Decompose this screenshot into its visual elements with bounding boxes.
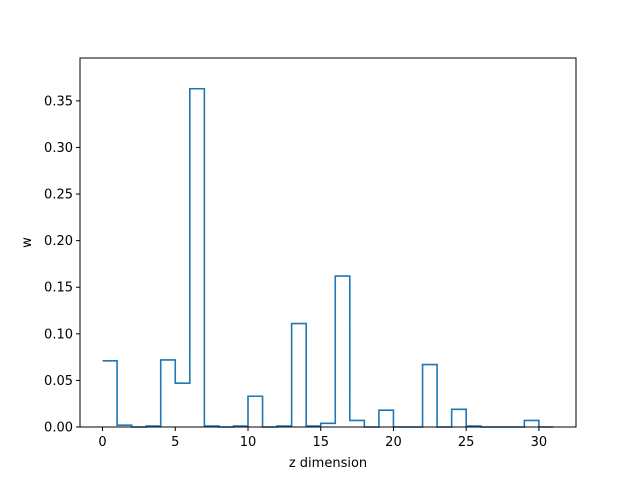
plot-frame — [79, 57, 577, 428]
x-axis: 0 5 10 15 20 25 30 — [98, 427, 547, 450]
y-axis: 0.00 0.05 0.10 0.15 0.20 0.25 0.30 0.35 — [44, 94, 80, 436]
x-axis-label: z dimension — [289, 456, 367, 471]
plot-area — [102, 87, 554, 428]
x-tick-label: 15 — [312, 435, 329, 450]
series-line — [102, 87, 554, 428]
x-tick-label: 0 — [98, 435, 106, 450]
x-tick-label: 25 — [458, 435, 475, 450]
y-tick-label: 0.35 — [44, 94, 73, 109]
y-tick-label: 0.30 — [44, 141, 73, 156]
y-axis-label: w — [20, 237, 35, 248]
y-tick-label: 0.25 — [44, 188, 73, 203]
x-tick-label: 5 — [171, 435, 179, 450]
x-tick-label: 30 — [531, 435, 548, 450]
y-tick-label: 0.20 — [44, 234, 73, 249]
y-tick-label: 0.00 — [44, 421, 73, 436]
x-tick-label: 20 — [385, 435, 402, 450]
y-tick-label: 0.05 — [44, 374, 73, 389]
x-tick-label: 10 — [240, 435, 257, 450]
y-tick-label: 0.15 — [44, 281, 73, 296]
y-tick-label: 0.10 — [44, 327, 73, 342]
